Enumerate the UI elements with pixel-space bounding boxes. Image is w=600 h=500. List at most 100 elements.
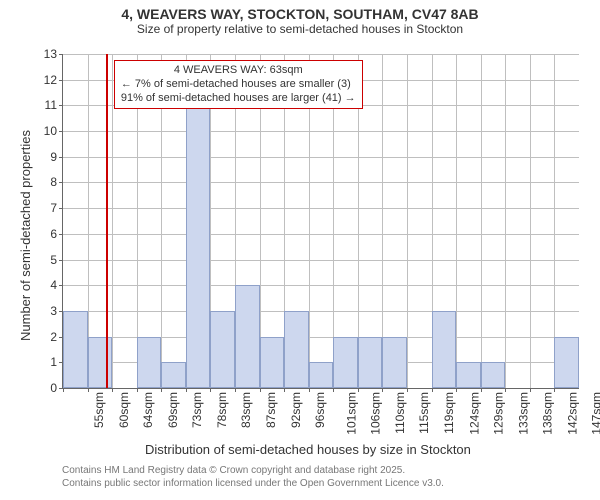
ytick-label: 12 [44, 73, 57, 87]
xtick-mark [333, 388, 334, 392]
xtick-label: 69sqm [166, 392, 180, 428]
xtick-label: 55sqm [92, 392, 106, 428]
ytick-mark [59, 208, 63, 209]
xtick-label: 142sqm [566, 392, 580, 435]
histogram-bar [333, 337, 358, 388]
ytick-mark [59, 260, 63, 261]
ytick-mark [59, 105, 63, 106]
callout-box: 4 WEAVERS WAY: 63sqm← 7% of semi-detache… [114, 60, 363, 109]
gridline-v [407, 54, 408, 388]
xtick-label: 133sqm [516, 392, 530, 435]
gridline-v [505, 54, 506, 388]
xtick-label: 138sqm [541, 392, 555, 435]
ytick-label: 1 [50, 355, 57, 369]
xtick-mark [284, 388, 285, 392]
xtick-label: 96sqm [313, 392, 327, 428]
ytick-label: 7 [50, 201, 57, 215]
footnote-line2: Contains public sector information licen… [62, 477, 444, 490]
xtick-mark [530, 388, 531, 392]
footnote: Contains HM Land Registry data © Crown c… [62, 464, 444, 490]
histogram-bar [432, 311, 457, 388]
xtick-mark [432, 388, 433, 392]
histogram-bar [235, 285, 260, 388]
xtick-mark [137, 388, 138, 392]
callout-line3: 91% of semi-detached houses are larger (… [121, 92, 356, 106]
xtick-label: 147sqm [590, 392, 600, 435]
xtick-mark [112, 388, 113, 392]
gridline-h [63, 208, 579, 209]
histogram-bar [382, 337, 407, 388]
xtick-label: 60sqm [117, 392, 131, 428]
ytick-mark [59, 157, 63, 158]
xtick-mark [63, 388, 64, 392]
xtick-mark [260, 388, 261, 392]
x-axis-label: Distribution of semi-detached houses by … [145, 442, 471, 457]
xtick-mark [407, 388, 408, 392]
histogram-bar [186, 105, 211, 388]
ytick-mark [59, 285, 63, 286]
xtick-label: 78sqm [215, 392, 229, 428]
xtick-mark [505, 388, 506, 392]
gridline-h [63, 260, 579, 261]
xtick-mark [210, 388, 211, 392]
callout-line1: 4 WEAVERS WAY: 63sqm [121, 64, 356, 78]
ytick-mark [59, 80, 63, 81]
xtick-mark [309, 388, 310, 392]
xtick-label: 73sqm [190, 392, 204, 428]
histogram-bar [210, 311, 235, 388]
ytick-label: 10 [44, 124, 57, 138]
marker-line [106, 54, 108, 388]
ytick-label: 6 [50, 227, 57, 241]
xtick-label: 129sqm [492, 392, 506, 435]
xtick-label: 124sqm [467, 392, 481, 435]
histogram-bar [137, 337, 162, 388]
footnote-line1: Contains HM Land Registry data © Crown c… [62, 464, 444, 477]
callout-line2: ← 7% of semi-detached houses are smaller… [121, 78, 356, 92]
ytick-label: 3 [50, 304, 57, 318]
histogram-bar [88, 337, 113, 388]
xtick-label: 64sqm [141, 392, 155, 428]
ytick-label: 0 [50, 381, 57, 395]
gridline-v [530, 54, 531, 388]
ytick-mark [59, 182, 63, 183]
xtick-label: 115sqm [417, 392, 431, 434]
ytick-mark [59, 234, 63, 235]
xtick-label: 119sqm [442, 392, 456, 434]
xtick-mark [235, 388, 236, 392]
gridline-v [481, 54, 482, 388]
ytick-label: 4 [50, 278, 57, 292]
xtick-mark [554, 388, 555, 392]
gridline-h [63, 54, 579, 55]
ytick-label: 8 [50, 175, 57, 189]
gridline-h [63, 157, 579, 158]
histogram-bar [309, 362, 334, 388]
xtick-label: 110sqm [393, 392, 407, 434]
ytick-label: 5 [50, 253, 57, 267]
xtick-mark [481, 388, 482, 392]
xtick-mark [358, 388, 359, 392]
xtick-label: 83sqm [239, 392, 253, 428]
histogram-bar [358, 337, 383, 388]
gridline-h [63, 182, 579, 183]
xtick-label: 106sqm [369, 392, 383, 435]
xtick-mark [456, 388, 457, 392]
ytick-label: 9 [50, 150, 57, 164]
plot-area: 01234567891011121355sqm60sqm64sqm69sqm73… [62, 54, 579, 389]
xtick-mark [186, 388, 187, 392]
histogram-bar [161, 362, 186, 388]
histogram-bar [554, 337, 579, 388]
gridline-h [63, 131, 579, 132]
xtick-mark [382, 388, 383, 392]
chart-title: 4, WEAVERS WAY, STOCKTON, SOUTHAM, CV47 … [0, 0, 600, 22]
xtick-label: 87sqm [264, 392, 278, 428]
histogram-bar [260, 337, 285, 388]
ytick-mark [59, 131, 63, 132]
xtick-mark [88, 388, 89, 392]
ytick-mark [59, 54, 63, 55]
y-axis-label: Number of semi-detached properties [18, 130, 33, 341]
gridline-h [63, 234, 579, 235]
gridline-h [63, 285, 579, 286]
gridline-v [456, 54, 457, 388]
ytick-label: 2 [50, 330, 57, 344]
gridline-h [63, 311, 579, 312]
